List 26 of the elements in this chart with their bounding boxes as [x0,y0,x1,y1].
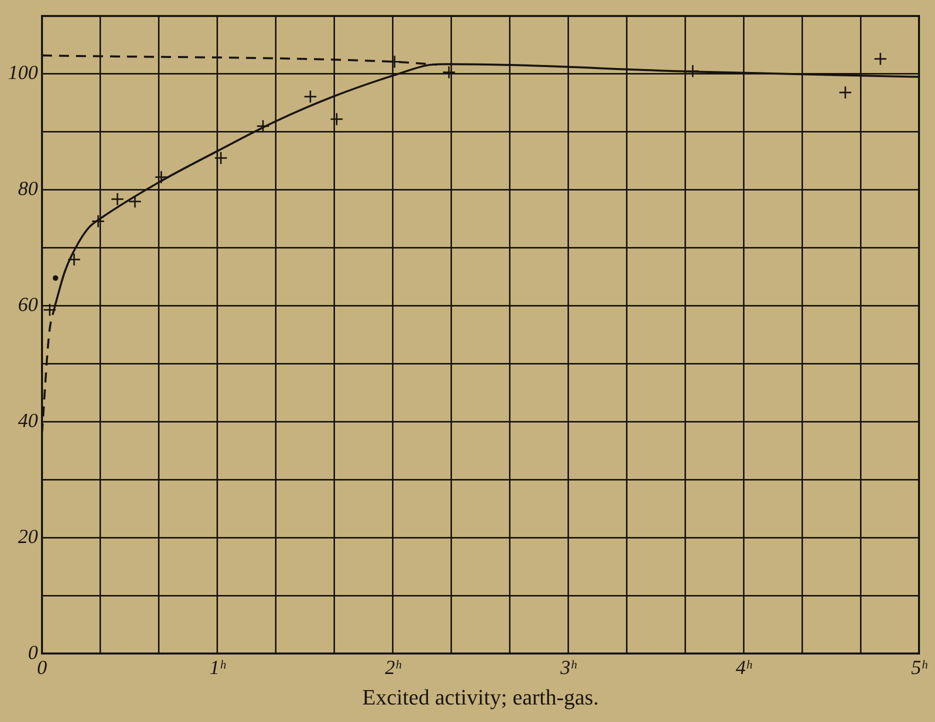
point [214,151,228,165]
y-tick-label: 20 [18,526,38,548]
point [154,170,168,184]
point [110,192,124,206]
y-tick-label: 100 [8,62,38,84]
y-tick-label: 40 [18,410,38,432]
point [874,52,888,66]
x-tick-label: 1ʰ [210,656,227,679]
x-tick-label: 3ʰ [559,656,578,679]
x-tick-label: 5ʰ [911,656,928,679]
point [330,112,344,126]
point [67,252,81,266]
point [42,303,56,317]
point [838,86,852,100]
y-tick-label: 80 [18,178,38,200]
point [304,90,318,104]
x-tick-label: 2ʰ [384,656,402,679]
point [91,214,105,228]
y-tick-label: 0 [28,642,38,664]
point [442,65,456,79]
point [128,194,142,208]
point [256,119,270,133]
y-tick-label: 60 [18,294,38,316]
x-tick-label: 4ʰ [736,656,753,679]
point [52,275,58,281]
x-axis-title: Excited activity; earth-gas. [362,684,599,710]
